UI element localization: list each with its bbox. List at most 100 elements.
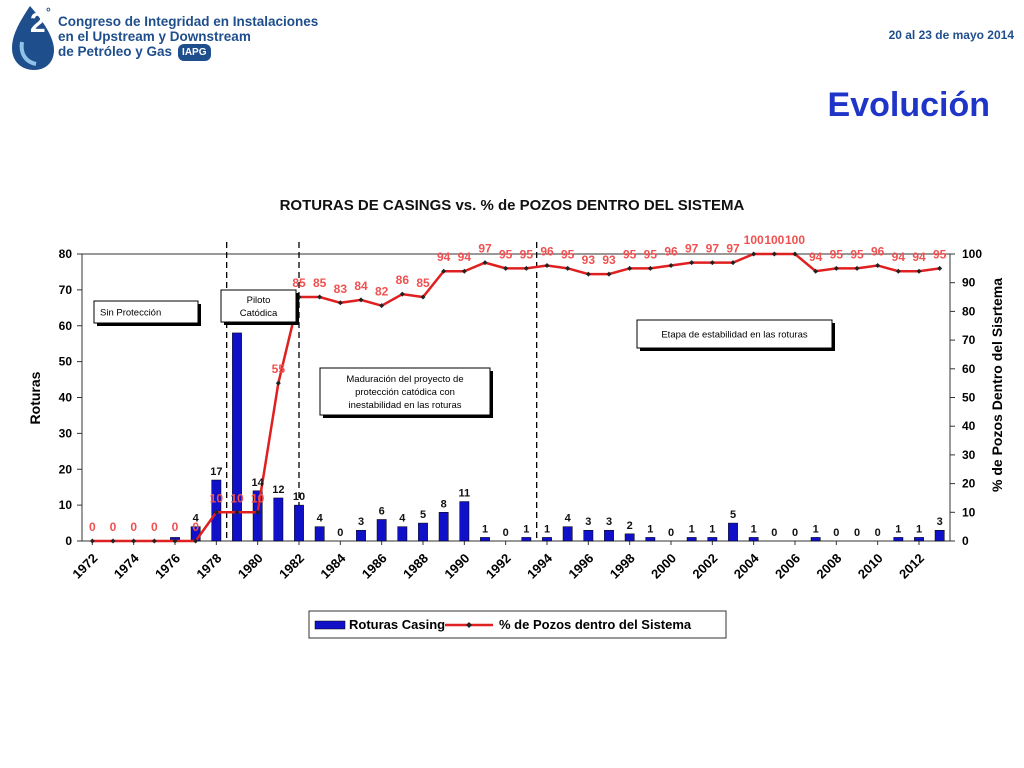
line-point	[482, 260, 488, 266]
line-data-label: 0	[172, 520, 179, 534]
line-data-label: 94	[437, 250, 451, 264]
line-point	[461, 268, 467, 274]
bar	[748, 537, 759, 542]
line-data-label: 100	[744, 233, 764, 247]
line-point	[585, 271, 591, 277]
y2-tick-label: 30	[962, 448, 976, 462]
line-data-label: 95	[520, 247, 534, 261]
bar-data-label: 1	[709, 523, 715, 535]
line-data-label: 95	[499, 247, 513, 261]
line-point	[668, 262, 674, 268]
y-tick-label: 20	[59, 462, 73, 476]
line-point	[399, 291, 405, 297]
line-point	[420, 294, 426, 300]
bar-data-label: 4	[317, 513, 324, 525]
bar-data-label: 3	[585, 516, 591, 528]
slide-title: Evolución	[827, 86, 990, 124]
bar	[232, 332, 242, 542]
annotation-box	[93, 300, 199, 324]
bar-data-label: 0	[854, 527, 860, 539]
x-tick-label: 1998	[607, 551, 638, 582]
line-point	[110, 538, 116, 544]
bar	[728, 522, 738, 542]
y-tick-label: 70	[59, 283, 73, 297]
x-tick-label: 2004	[731, 550, 763, 582]
line-point	[337, 300, 343, 306]
y2-tick-label: 40	[962, 419, 976, 433]
y2-tick-label: 50	[962, 391, 976, 405]
logo-degree: °	[46, 5, 51, 19]
line-data-label: 95	[830, 247, 844, 261]
bar-data-label: 0	[771, 527, 777, 539]
line-point	[689, 260, 695, 266]
line-data-label: 94	[809, 250, 823, 264]
line-data-label: 82	[375, 285, 389, 299]
legend-bar-label: Roturas Casing	[349, 617, 445, 632]
bar-data-label: 14	[252, 477, 265, 489]
line-point	[895, 268, 901, 274]
bar-data-label: 0	[668, 527, 674, 539]
y-tick-label: 80	[59, 247, 73, 261]
x-tick-label: 2006	[772, 551, 803, 582]
bar	[273, 497, 284, 542]
bar	[418, 522, 428, 542]
annotation-text: protección catódica con	[355, 387, 455, 398]
congress-logo: 2 °	[12, 5, 54, 70]
line-point	[151, 538, 157, 544]
line-data-label: 96	[871, 244, 885, 258]
x-tick-label: 1976	[152, 551, 183, 582]
line-data-label: 100	[764, 233, 784, 247]
y-tick-label: 60	[59, 319, 73, 333]
legend-bar-swatch	[314, 620, 346, 630]
congress-line-1: Congreso de Integridad en Instalaciones	[58, 14, 319, 29]
x-tick-label: 1974	[111, 550, 143, 582]
bar-data-label: 4	[193, 513, 200, 525]
legend-line-label: % de Pozos dentro del Sistema	[499, 617, 692, 632]
bar	[294, 504, 304, 542]
line-data-label: 96	[540, 244, 554, 258]
bar	[604, 529, 614, 542]
line-data-label: 93	[602, 253, 616, 267]
bar	[914, 537, 924, 542]
bar-data-label: 3	[937, 516, 943, 528]
bar	[707, 537, 718, 542]
line-data-label: 10	[210, 491, 224, 505]
y2-axis-label: % de Pozos Dentro del Sisrtema	[989, 278, 1005, 492]
bar-data-label: 4	[399, 513, 406, 525]
bar-data-label: 1	[916, 523, 922, 535]
annotation-text: Sin Protección	[100, 308, 161, 319]
annotation-box	[319, 367, 491, 416]
line-point	[606, 271, 612, 277]
line-point	[771, 251, 777, 257]
line-data-label: 94	[458, 250, 472, 264]
y2-tick-label: 60	[962, 362, 976, 376]
x-tick-label: 2000	[648, 551, 679, 582]
line-point	[544, 262, 550, 268]
line-point	[131, 538, 137, 544]
line-data-label: 95	[623, 247, 637, 261]
bar-data-label: 1	[813, 523, 819, 535]
line-data-label: 10	[251, 491, 265, 505]
line-point	[565, 265, 571, 271]
line-point	[172, 538, 178, 544]
bar-data-label: 0	[833, 527, 839, 539]
bar	[480, 537, 490, 542]
line-point	[255, 509, 261, 515]
bar	[810, 537, 821, 542]
line-data-label: 85	[416, 276, 430, 290]
bar	[459, 501, 470, 542]
y2-tick-label: 0	[962, 534, 969, 548]
line-point	[379, 303, 385, 309]
y2-tick-label: 80	[962, 304, 976, 318]
y2-tick-label: 100	[962, 247, 982, 261]
annotation-text: Etapa de estabilidad en las roturas	[661, 330, 808, 341]
bar	[376, 519, 387, 542]
line-point	[523, 265, 529, 271]
x-tick-label: 2010	[855, 551, 886, 582]
y2-tick-label: 90	[962, 276, 976, 290]
logo-number: 2	[30, 7, 46, 38]
annotation-box	[220, 289, 297, 323]
x-tick-label: 1992	[483, 551, 514, 582]
bar-data-label: 1	[523, 523, 529, 535]
line-data-label: 96	[664, 244, 678, 258]
